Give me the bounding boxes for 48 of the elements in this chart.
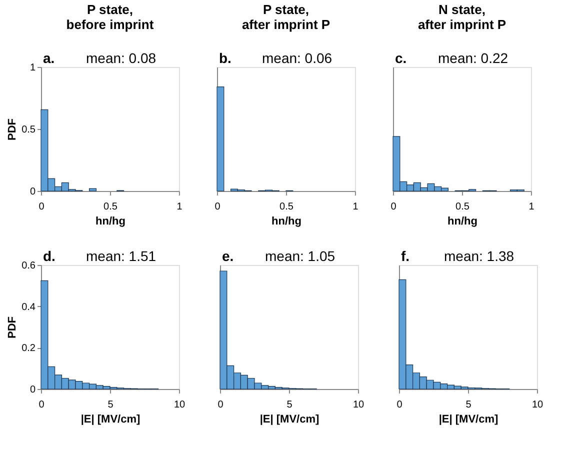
x-tick-label: 0.5 xyxy=(456,202,470,212)
text: b. xyxy=(219,50,232,66)
x-tick-label: 5 xyxy=(466,400,472,410)
text: mean: 1.38 xyxy=(444,248,514,264)
text: mean: 0.22 xyxy=(438,50,508,66)
x-tick-label: 0 xyxy=(214,202,221,212)
x-axis-title: |E| [MV/cm] xyxy=(260,414,320,426)
x-tick-label: 1 xyxy=(528,202,535,212)
y-tick-label: 0.2 xyxy=(22,343,36,354)
y-tick-label: 0.4 xyxy=(22,302,36,313)
x-tick-label: 0 xyxy=(396,400,403,410)
y-tick-label: 0.5 xyxy=(22,124,36,136)
text: c. xyxy=(395,50,407,66)
chart-title: P state, after imprint P xyxy=(242,2,330,32)
y-axis-title: PDF xyxy=(6,118,19,140)
y-tick-label: 0 xyxy=(30,384,36,396)
y-tick-label: 0.6 xyxy=(22,260,36,272)
x-axis-title: |E| [MV/cm] xyxy=(438,414,498,426)
x-axis-title: hn/hg xyxy=(272,216,302,228)
y-tick-label: 1 xyxy=(30,62,36,74)
text: a. xyxy=(43,50,55,66)
x-tick-label: 0 xyxy=(38,202,45,212)
chart-title: N state, after imprint P xyxy=(418,2,506,32)
text: f. xyxy=(401,248,410,264)
x-tick-label: 10 xyxy=(352,400,364,410)
x-tick-label: 0.5 xyxy=(280,202,294,212)
x-tick-label: 0.5 xyxy=(104,202,118,212)
text: d. xyxy=(43,248,56,264)
x-tick-label: 5 xyxy=(108,400,114,410)
x-tick-label: 10 xyxy=(532,400,544,410)
x-tick-label: 5 xyxy=(286,400,293,410)
text: mean: 0.08 xyxy=(86,50,156,66)
text: e. xyxy=(222,248,234,264)
x-tick-label: 1 xyxy=(352,202,359,212)
x-tick-label: 1 xyxy=(176,202,183,212)
text: mean: 0.06 xyxy=(262,50,332,66)
x-tick-label: 10 xyxy=(174,400,186,410)
y-tick-label: 0 xyxy=(30,186,36,198)
x-tick-label: 0 xyxy=(218,400,224,410)
y-axis-title: PDF xyxy=(6,316,19,338)
x-axis-title: hn/hg xyxy=(448,216,478,228)
x-tick-label: 0 xyxy=(390,202,397,212)
text: mean: 1.05 xyxy=(265,248,336,264)
chart-title: P state, before imprint xyxy=(66,2,154,32)
x-axis-title: |E| [MV/cm] xyxy=(80,414,140,426)
text: mean: 1.51 xyxy=(86,248,156,264)
x-axis-title: hn/hg xyxy=(96,216,126,228)
x-tick-label: 0 xyxy=(38,400,45,410)
